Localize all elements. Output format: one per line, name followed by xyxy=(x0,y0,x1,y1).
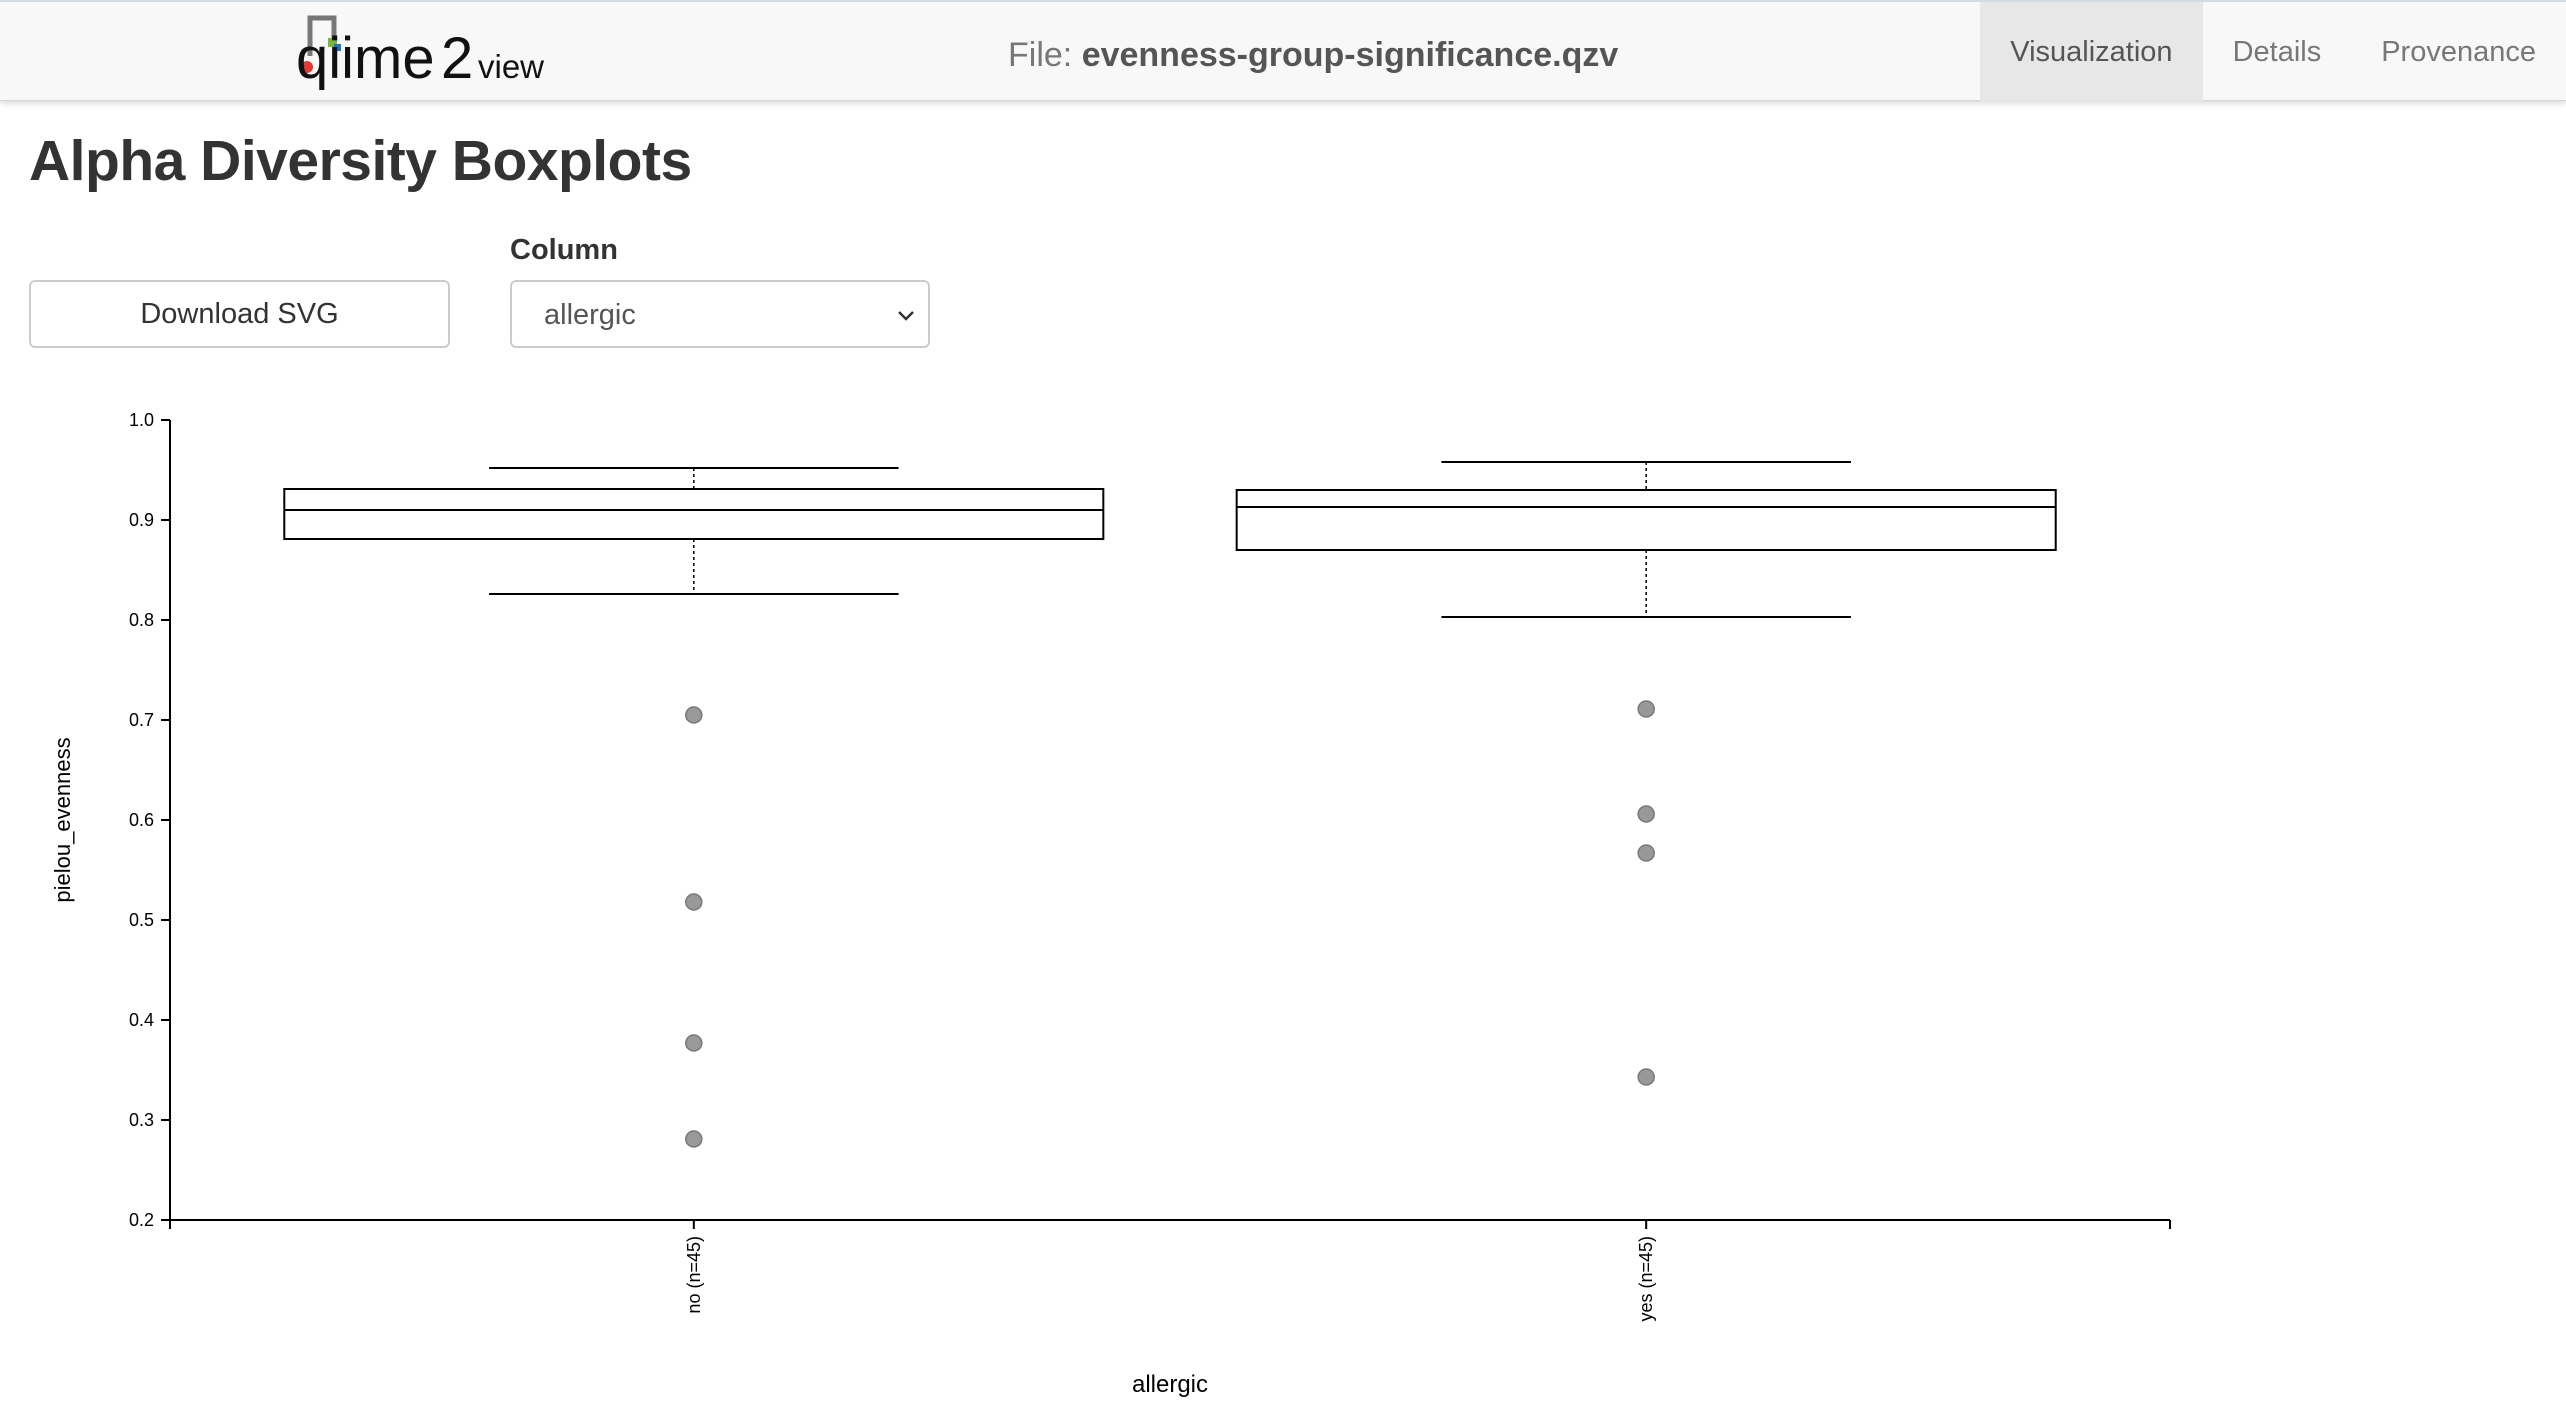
column-select-value: allergic xyxy=(544,299,636,331)
x-axis: no (n=45) yes (n=45) xyxy=(169,1219,2171,1322)
y-axis: 0.2 0.3 0.4 0.5 0.6 0.7 0.8 0.9 1.0 xyxy=(129,410,171,1230)
svg-text:2: 2 xyxy=(441,26,473,91)
y-tick-label: 0.7 xyxy=(129,710,154,730)
column-label: Column xyxy=(510,234,618,266)
outlier-point xyxy=(1637,1068,1655,1086)
y-tick-label: 0.5 xyxy=(129,910,154,930)
outlier-point xyxy=(1637,844,1655,862)
outlier-point xyxy=(685,706,703,724)
boxplot-chart: 0.2 0.3 0.4 0.5 0.6 0.7 0.8 0.9 1.0 no (n=45) yes… xyxy=(50,410,2171,1398)
nav-tabs: Visualization Details Provenance xyxy=(1980,2,2566,102)
download-svg-button[interactable]: Download SVG xyxy=(29,280,450,348)
y-tick-label: 0.3 xyxy=(129,1110,154,1130)
outlier-point xyxy=(685,893,703,911)
x-axis-title: allergic xyxy=(1132,1371,1208,1398)
tab-visualization[interactable]: Visualization xyxy=(1980,2,2203,102)
tab-details[interactable]: Details xyxy=(2232,36,2322,68)
y-tick-label: 0.9 xyxy=(129,510,154,530)
y-tick-label: 1.0 xyxy=(129,410,154,430)
file-prefix: File: xyxy=(1008,36,1073,74)
boxplot-group xyxy=(283,467,1105,1148)
chevron-down-icon xyxy=(898,311,914,321)
column-select[interactable]: allergic xyxy=(510,280,930,348)
x-tick-label: no (n=45) xyxy=(684,1236,704,1314)
y-tick-label: 0.6 xyxy=(129,810,154,830)
y-axis-title: pielou_evenness xyxy=(50,737,75,902)
page-title: Alpha Diversity Boxplots xyxy=(29,129,692,193)
y-tick-label: 0.4 xyxy=(129,1010,154,1030)
y-tick-label: 0.2 xyxy=(129,1210,154,1230)
outlier-point xyxy=(685,1130,703,1148)
outlier-point xyxy=(685,1034,703,1052)
svg-text:qiime: qiime xyxy=(296,26,435,91)
x-tick-label: yes (n=45) xyxy=(1636,1236,1656,1322)
iqr-box xyxy=(283,488,1105,540)
outlier-point xyxy=(1637,805,1655,823)
top-navbar: qiime 2 view File: evenness-group-signif… xyxy=(0,0,2566,102)
svg-text:view: view xyxy=(478,48,544,85)
y-tick-label: 0.8 xyxy=(129,610,154,630)
outlier-point xyxy=(1637,700,1655,718)
iqr-box xyxy=(1235,489,2057,551)
qiime2-logo[interactable]: qiime 2 view xyxy=(296,12,556,94)
boxplot-groups xyxy=(283,461,2057,1148)
boxplot-group xyxy=(1235,461,2057,1086)
tab-provenance[interactable]: Provenance xyxy=(2381,36,2536,68)
file-name: evenness-group-significance.qzv xyxy=(1081,36,1619,74)
file-name-label: File: evenness-group-significance.qzv xyxy=(1008,36,1618,75)
